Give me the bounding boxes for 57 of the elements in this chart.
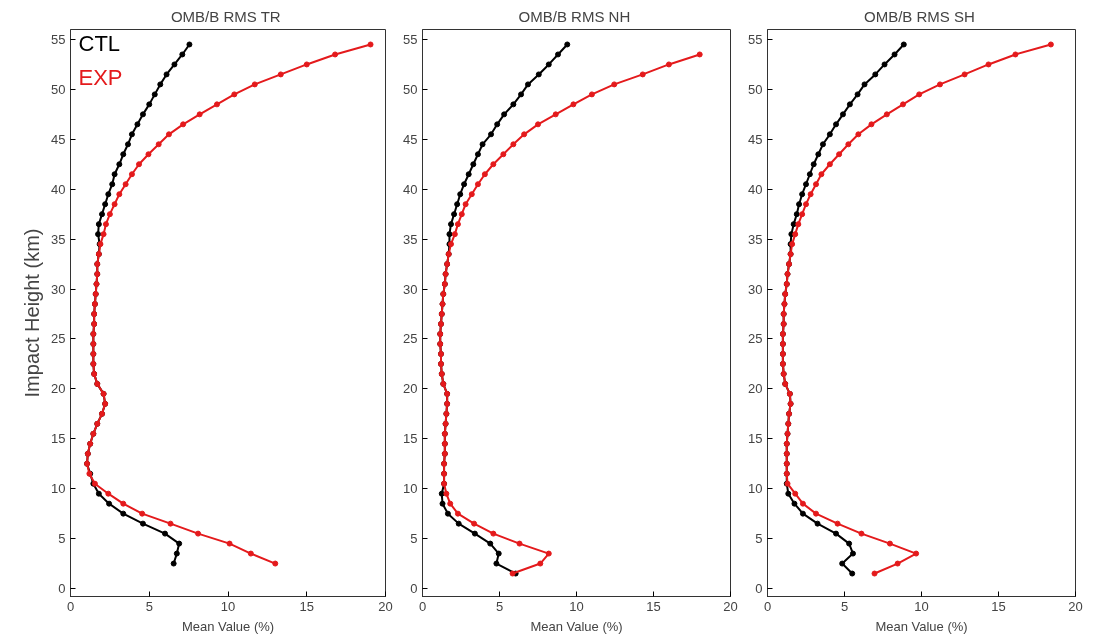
x-tick-label: 5 [840, 598, 849, 614]
y-tick-label: 15 [403, 431, 418, 447]
y-tick-label: 35 [51, 231, 66, 247]
chart-title: OMB/B RMS TR [170, 7, 281, 25]
y-tick-label: 0 [58, 581, 66, 597]
x-tick-label: 15 [299, 598, 314, 614]
x-tick-label: 5 [145, 598, 153, 614]
x-tick-label: 20 [1068, 598, 1083, 614]
y-tick-label: 50 [51, 81, 66, 97]
x-axis-title: Mean Value (%) [530, 618, 623, 634]
y-tick-label: 5 [755, 531, 763, 547]
x-tick-label: 5 [495, 598, 504, 614]
x-axis-title: Mean Value (%) [875, 618, 968, 634]
x-tick-label: 10 [914, 598, 929, 614]
y-tick-label: 55 [403, 31, 418, 47]
y-tick-label: 40 [51, 181, 66, 197]
y-tick-label: 10 [51, 481, 66, 497]
y-tick-label: 30 [748, 281, 763, 297]
y-tick-label: 20 [748, 381, 763, 397]
x-tick-label: 20 [378, 598, 393, 614]
x-tick-label: 20 [723, 598, 738, 614]
y-tick-label: 10 [403, 481, 418, 497]
y-tick-label: 50 [748, 81, 763, 97]
y-tick-label: 20 [51, 381, 66, 397]
y-tick-label: 10 [748, 481, 763, 497]
y-tick-label: 25 [51, 331, 66, 347]
y-tick-label: 25 [748, 331, 763, 347]
text: CTL [78, 30, 121, 56]
y-tick-label: 15 [748, 431, 763, 447]
y-tick-label: 55 [748, 31, 763, 47]
y-tick-label: 35 [403, 231, 418, 247]
x-axis-title: Mean Value (%) [181, 618, 275, 634]
y-tick-label: 40 [748, 181, 763, 197]
y-tick-label: 50 [403, 81, 418, 97]
y-tick-label: 30 [403, 281, 418, 297]
y-tick-label: 5 [58, 531, 66, 547]
y-axis-title: Impact Height (km) [21, 228, 44, 398]
y-tick-label: 5 [410, 531, 418, 547]
y-tick-label: 45 [403, 131, 418, 147]
y-tick-label: 30 [51, 281, 66, 297]
x-tick-label: 15 [646, 598, 661, 614]
x-tick-label: 15 [991, 598, 1006, 614]
chart-title: OMB/B RMS SH [863, 7, 975, 25]
y-tick-label: 45 [51, 131, 66, 147]
chart-title: OMB/B RMS NH [518, 7, 631, 25]
x-tick-label: 10 [569, 598, 584, 614]
y-tick-label: 20 [403, 381, 418, 397]
text: EXP [78, 64, 123, 90]
y-tick-label: 0 [410, 581, 418, 597]
y-tick-label: 40 [403, 181, 418, 197]
y-tick-label: 35 [748, 231, 763, 247]
y-tick-label: 25 [403, 331, 418, 347]
y-tick-label: 0 [755, 581, 763, 597]
y-tick-label: 45 [748, 131, 763, 147]
x-tick-label: 10 [220, 598, 236, 614]
y-tick-label: 15 [51, 431, 66, 447]
y-tick-label: 55 [51, 31, 66, 47]
